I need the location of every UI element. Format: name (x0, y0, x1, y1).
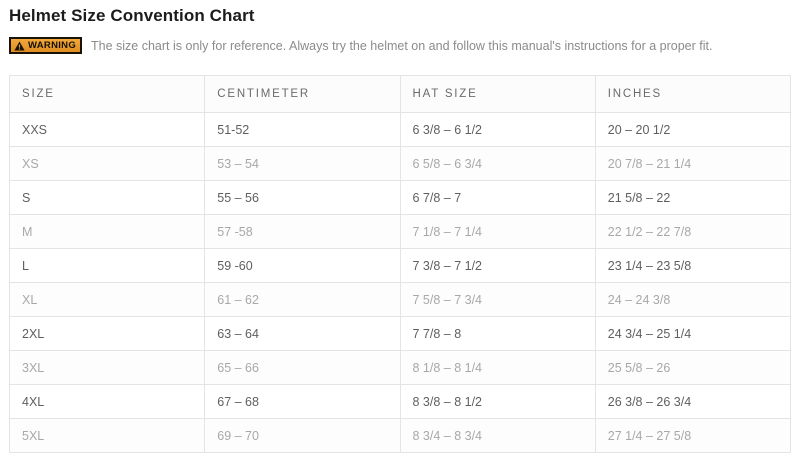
table-cell: 6 7/8 – 7 (399, 180, 596, 215)
table-cell: 65 – 66 (204, 350, 401, 385)
table-cell: 5XL (8, 418, 206, 453)
table-header-row: SIZE CENTIMETER HAT SIZE INCHES (8, 75, 792, 113)
table-header-cell-inches: INCHES (594, 75, 792, 113)
table-row: L 59 -60 7 3/8 – 7 1/2 23 1/4 – 23 5/8 (8, 248, 792, 283)
table-row: 2XL 63 – 64 7 7/8 – 8 24 3/4 – 25 1/4 (8, 316, 792, 351)
table-header: SIZE CENTIMETER HAT SIZE INCHES (8, 75, 792, 113)
table-cell: 23 1/4 – 23 5/8 (594, 248, 792, 283)
table-cell: 27 1/4 – 27 5/8 (594, 418, 792, 453)
table-header-cell-hat-size: HAT SIZE (399, 75, 596, 113)
table-cell: 59 -60 (204, 248, 401, 283)
warning-text: The size chart is only for reference. Al… (91, 38, 713, 53)
warning-row: WARNING The size chart is only for refer… (9, 37, 791, 54)
table-cell: 6 5/8 – 6 3/4 (399, 146, 596, 181)
table-row: S 55 – 56 6 7/8 – 7 21 5/8 – 22 (8, 180, 792, 215)
table-row: 5XL 69 – 70 8 3/4 – 8 3/4 27 1/4 – 27 5/… (8, 418, 792, 453)
table-cell: 20 7/8 – 21 1/4 (594, 146, 792, 181)
table-row: XS 53 – 54 6 5/8 – 6 3/4 20 7/8 – 21 1/4 (8, 146, 792, 181)
table-cell: 24 – 24 3/8 (594, 282, 792, 317)
warning-badge: WARNING (9, 37, 83, 54)
page-title: Helmet Size Convention Chart (9, 6, 255, 25)
table-cell: 7 5/8 – 7 3/4 (399, 282, 596, 317)
table-row: XXS 51-52 6 3/8 – 6 1/2 20 – 20 1/2 (8, 112, 792, 147)
table-cell: 8 1/8 – 8 1/4 (399, 350, 596, 385)
table-cell: 8 3/8 – 8 1/2 (399, 384, 596, 419)
warning-triangle-icon (14, 40, 25, 51)
table-cell: L (8, 248, 206, 283)
table-row: XL 61 – 62 7 5/8 – 7 3/4 24 – 24 3/8 (8, 282, 792, 317)
table-cell: 7 3/8 – 7 1/2 (399, 248, 596, 283)
table-cell: 7 1/8 – 7 1/4 (399, 214, 596, 249)
table-cell: 4XL (8, 384, 206, 419)
table-header-cell-centimeter: CENTIMETER (204, 75, 401, 113)
table-row: 4XL 67 – 68 8 3/8 – 8 1/2 26 3/8 – 26 3/… (8, 384, 792, 419)
table-header-cell-size: SIZE (8, 75, 206, 113)
table-cell: 8 3/4 – 8 3/4 (399, 418, 596, 453)
table-cell: 51-52 (204, 112, 401, 147)
table-cell: S (8, 180, 206, 215)
table-cell: 22 1/2 – 22 7/8 (594, 214, 792, 249)
table-cell: XXS (8, 112, 206, 147)
table-cell: 3XL (8, 350, 206, 385)
table-cell: 61 – 62 (204, 282, 401, 317)
table-cell: 26 3/8 – 26 3/4 (594, 384, 792, 419)
table-cell: 53 – 54 (204, 146, 401, 181)
table-cell: 63 – 64 (204, 316, 401, 351)
table-cell: 24 3/4 – 25 1/4 (594, 316, 792, 351)
table-cell: 7 7/8 – 8 (399, 316, 596, 351)
table-cell: 20 – 20 1/2 (594, 112, 792, 147)
table-cell: 55 – 56 (204, 180, 401, 215)
warning-badge-label: WARNING (28, 40, 77, 51)
table-cell: XS (8, 146, 206, 181)
table-cell: 57 -58 (204, 214, 401, 249)
table-cell: 21 5/8 – 22 (594, 180, 792, 215)
table-row: M 57 -58 7 1/8 – 7 1/4 22 1/2 – 22 7/8 (8, 214, 792, 249)
table-cell: 2XL (8, 316, 206, 351)
table-row: 3XL 65 – 66 8 1/8 – 8 1/4 25 5/8 – 26 (8, 350, 792, 385)
table-cell: 25 5/8 – 26 (594, 350, 792, 385)
helmet-size-table: SIZE CENTIMETER HAT SIZE INCHES XXS 51-5… (8, 75, 792, 453)
table-cell: M (8, 214, 206, 249)
table-cell: 6 3/8 – 6 1/2 (399, 112, 596, 147)
table-cell: 67 – 68 (204, 384, 401, 419)
table-cell: 69 – 70 (204, 418, 401, 453)
table-body: XXS 51-52 6 3/8 – 6 1/2 20 – 20 1/2 XS 5… (8, 112, 792, 453)
table-cell: XL (8, 282, 206, 317)
